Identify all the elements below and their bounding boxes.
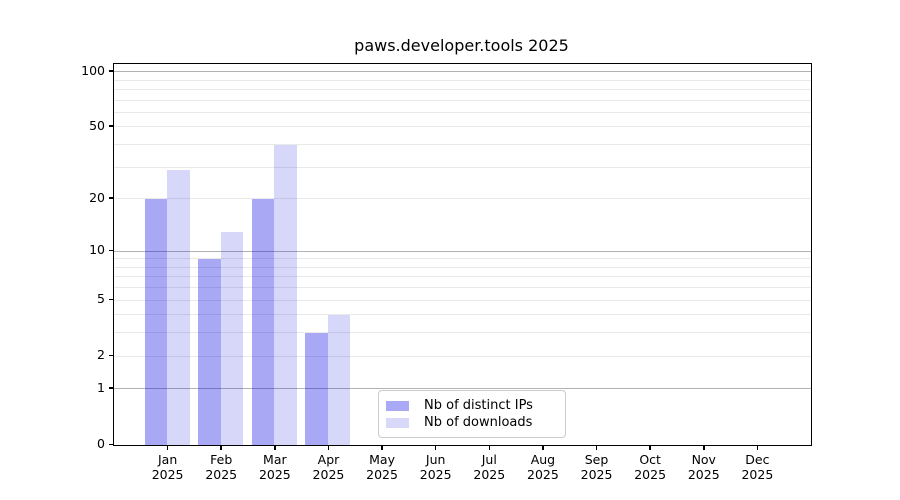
x-tick-mark: [166, 446, 169, 450]
y-tick-mark: [109, 197, 113, 199]
x-tick-mark: [327, 446, 330, 450]
legend-swatch-distinct-ips: [386, 400, 409, 411]
minor-gridline: [114, 314, 811, 316]
x-tick-label-apr: Apr 2025: [312, 452, 345, 482]
x-tick-mark: [274, 446, 276, 450]
bar-downloads-apr: [327, 314, 351, 445]
minor-gridline: [114, 266, 811, 268]
x-tick-mark: [542, 446, 544, 450]
minor-gridline: [114, 99, 811, 101]
x-tick-mark: [220, 446, 222, 450]
x-tick-label-jan: Jan 2025: [151, 452, 184, 482]
minor-gridline: [114, 144, 811, 146]
x-tick-label-jun: Jun 2025: [419, 452, 452, 482]
x-tick-label-nov: Nov 2025: [687, 452, 720, 482]
x-tick-mark: [595, 446, 598, 450]
x-tick-mark: [649, 446, 651, 450]
bar-downloads-jan: [167, 169, 190, 445]
y-tick-mark: [109, 387, 113, 389]
x-tick-mark: [488, 446, 491, 450]
y-tick-mark: [109, 70, 113, 72]
major-gridline: [114, 250, 811, 252]
x-tick-label-mar: Mar 2025: [258, 452, 291, 482]
minor-gridline: [114, 287, 811, 289]
y-tick-label: 5: [97, 291, 105, 307]
major-gridline: [114, 71, 811, 73]
legend-label-distinct-ips: Nb of distinct IPs: [424, 398, 533, 413]
y-tick-label: 50: [89, 117, 105, 133]
minor-gridline: [114, 88, 811, 90]
x-tick-label-feb: Feb 2025: [205, 452, 238, 482]
minor-gridline: [114, 126, 811, 128]
bar-downloads-mar: [274, 144, 297, 445]
y-tick-label: 2: [97, 347, 105, 363]
minor-gridline: [114, 79, 811, 81]
y-tick-label: 1: [97, 379, 105, 395]
x-tick-mark: [381, 446, 383, 450]
y-tick-mark: [109, 443, 113, 445]
x-tick-label-oct: Oct 2025: [634, 452, 667, 482]
y-tick-label: 10: [89, 242, 105, 257]
major-gridline: [114, 388, 811, 390]
y-tick-label: 20: [89, 189, 105, 205]
bar-distinct-ips-mar: [251, 198, 275, 445]
x-tick-mark: [703, 446, 705, 450]
x-tick-label-may: May 2025: [366, 452, 398, 482]
y-tick-label: 100: [81, 62, 105, 78]
minor-gridline: [114, 258, 811, 260]
minor-gridline: [114, 276, 811, 278]
x-tick-label-dec: Dec 2025: [741, 452, 774, 482]
y-tick-mark: [109, 125, 113, 127]
x-tick-label-jul: Jul 2025: [473, 452, 506, 482]
minor-gridline: [114, 166, 811, 168]
y-tick-mark: [109, 298, 113, 301]
minor-gridline: [114, 111, 811, 113]
legend: Nb of distinct IPs Nb of downloads: [378, 390, 566, 438]
minor-gridline: [114, 299, 811, 301]
bar-downloads-feb: [220, 231, 244, 445]
minor-gridline: [114, 355, 811, 357]
y-tick-mark: [109, 354, 113, 357]
legend-row: Nb of downloads: [386, 414, 557, 431]
x-tick-mark: [434, 446, 437, 450]
plot-area: [113, 63, 812, 446]
x-tick-mark: [756, 446, 759, 450]
bar-distinct-ips-jan: [144, 198, 168, 445]
x-tick-label-sep: Sep 2025: [580, 452, 613, 482]
legend-row: Nb of distinct IPs: [386, 397, 557, 414]
x-tick-label-aug: Aug 2025: [527, 452, 559, 482]
bar-distinct-ips-apr: [305, 332, 328, 445]
bar-distinct-ips-feb: [198, 258, 221, 445]
y-tick-mark: [109, 249, 113, 251]
legend-swatch-downloads: [386, 417, 409, 428]
chart-title: paws.developer.tools 2025: [354, 36, 569, 55]
minor-gridline: [114, 332, 811, 334]
minor-gridline: [114, 198, 811, 200]
y-tick-label: 0: [97, 436, 105, 451]
legend-label-downloads: Nb of downloads: [424, 415, 533, 430]
